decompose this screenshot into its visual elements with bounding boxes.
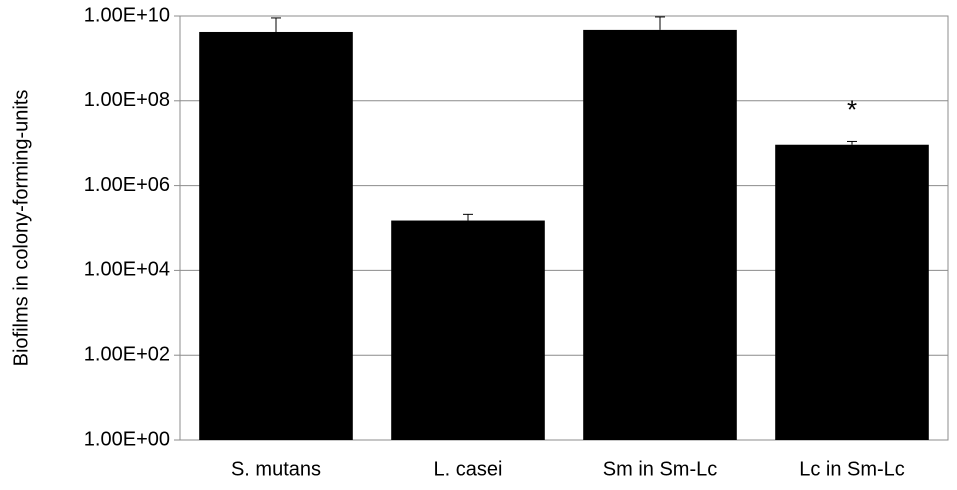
y-tick-label: 1.00E+00 xyxy=(84,428,170,450)
annotation: * xyxy=(847,94,857,124)
x-tick-label: S. mutans xyxy=(231,458,321,480)
bar xyxy=(391,220,545,440)
y-tick-label: 1.00E+10 xyxy=(84,4,170,26)
plot-frame xyxy=(179,15,949,441)
bar xyxy=(199,31,353,440)
bar xyxy=(775,144,929,440)
y-tick-label: 1.00E+04 xyxy=(84,259,170,281)
y-tick-label: 1.00E+06 xyxy=(84,174,170,196)
x-tick-label: Lc in Sm-Lc xyxy=(799,458,905,480)
x-tick-label: L. casei xyxy=(434,458,503,480)
x-tick-label: Sm in Sm-Lc xyxy=(603,458,717,480)
y-axis-label: Biofilms in colony-forming-units xyxy=(10,90,32,367)
bar xyxy=(583,29,737,441)
y-tick-label: 1.00E+02 xyxy=(84,343,170,365)
y-tick-label: 1.00E+08 xyxy=(84,89,170,111)
